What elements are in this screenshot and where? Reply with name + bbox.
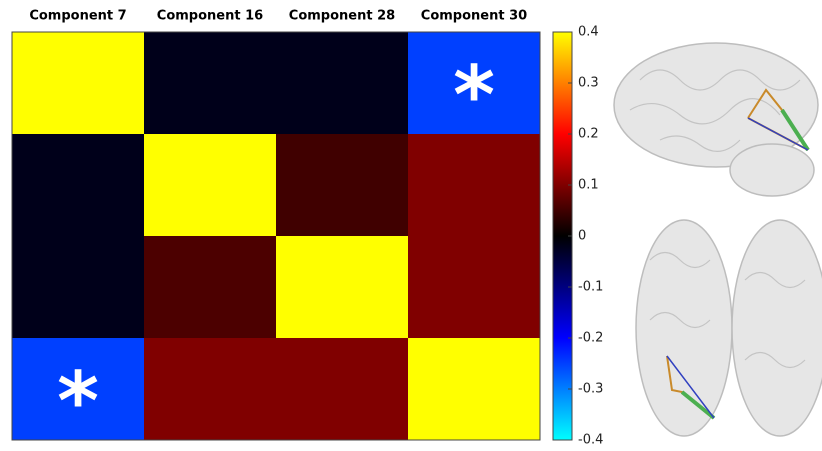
heatmap-cell [408, 236, 540, 338]
colorbar-tick-label: -0.2 [578, 331, 603, 346]
colorbar-tick-label: 0.4 [578, 25, 599, 40]
colorbar-tick-label: 0.1 [578, 178, 599, 193]
column-label: Component 16 [157, 9, 263, 24]
heatmap-cell [276, 236, 408, 338]
colorbar-tick-label: -0.3 [578, 382, 603, 397]
heatmap-cell [144, 236, 276, 338]
colorbar-tick-label: 0.3 [578, 76, 599, 91]
figure: Component 7 Component 16 Component 28 Compo… [0, 0, 822, 451]
heatmap-cell [408, 134, 540, 236]
heatmap-cell [12, 236, 144, 338]
heatmap-cell [276, 134, 408, 236]
colorbar-tick-label: -0.4 [578, 433, 603, 448]
brain-lateral [614, 43, 818, 196]
brain-top [636, 220, 822, 436]
heatmap-cell [144, 32, 276, 134]
column-label: Component 28 [289, 9, 395, 24]
column-label: Component 7 [29, 9, 126, 24]
heatmap-cell [276, 338, 408, 440]
heatmap-cell [12, 134, 144, 236]
colorbar-tick-label: 0 [578, 229, 586, 244]
cell-annotation: * [453, 49, 495, 142]
column-label: Component 30 [421, 9, 527, 24]
heatmap-cell [12, 32, 144, 134]
heatmap-cell [276, 32, 408, 134]
heatmap-cell [144, 134, 276, 236]
heatmap-cell [144, 338, 276, 440]
heatmap-cell [408, 338, 540, 440]
colorbar-tick-label: -0.1 [578, 280, 603, 295]
cell-annotation: * [57, 355, 99, 448]
colorbar-tick-label: 0.2 [578, 127, 599, 142]
